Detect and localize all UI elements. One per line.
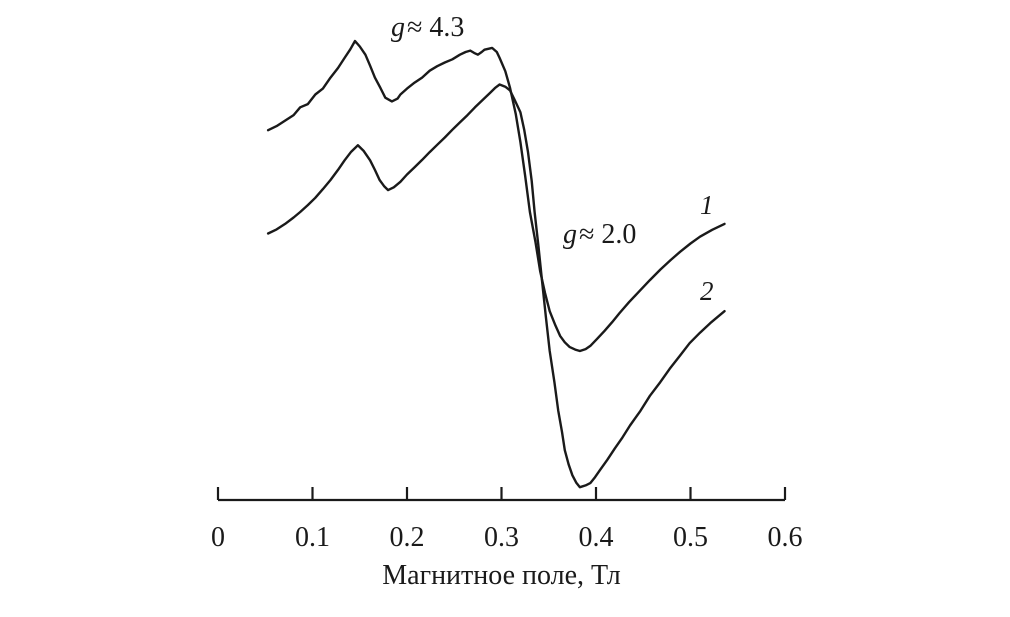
- x-tick-label: 0.2: [389, 522, 425, 553]
- g-factor-value: ≈ 2.0: [579, 219, 637, 250]
- annotation-g-4-3: g≈ 4.3: [391, 12, 464, 44]
- x-tick-label: 0.6: [767, 522, 803, 553]
- x-tick-label: 0.5: [673, 522, 708, 553]
- g-factor-value: ≈ 4.3: [407, 12, 465, 43]
- curve-1-label: 1: [700, 190, 714, 220]
- x-tick-label: 0: [211, 522, 225, 553]
- x-tick-label: 0.1: [295, 522, 330, 553]
- annotation-g-2-0: g≈ 2.0: [563, 219, 636, 251]
- curve-1: [266, 39, 726, 353]
- x-tick-label: 0.4: [578, 522, 614, 553]
- g-factor-symbol: g: [563, 219, 577, 250]
- x-tick-label: 0.3: [484, 522, 519, 553]
- g-factor-symbol: g: [391, 12, 405, 43]
- curve-2-label: 2: [700, 276, 714, 306]
- x-axis-title: Магнитное поле, Тл: [382, 560, 621, 591]
- curve-2: [266, 83, 726, 489]
